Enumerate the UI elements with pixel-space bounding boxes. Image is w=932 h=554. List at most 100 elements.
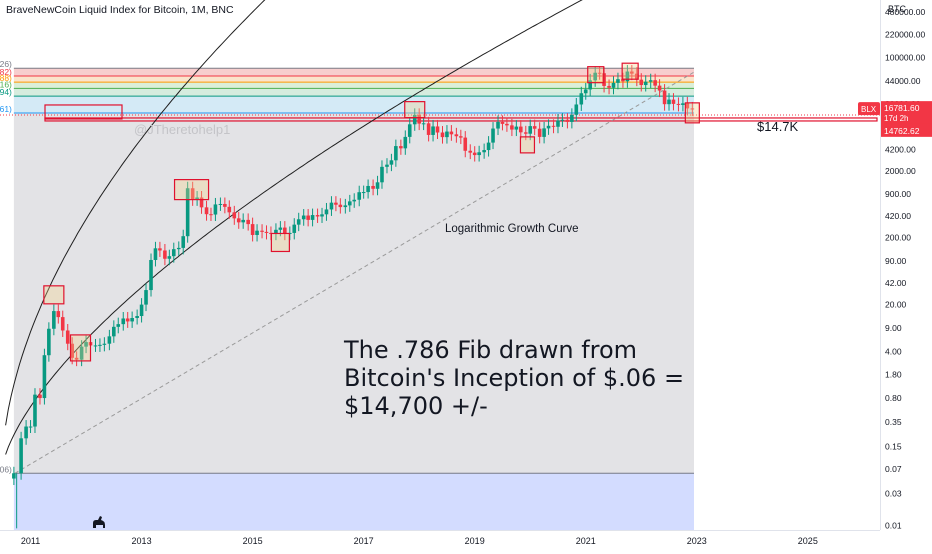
candle-body bbox=[630, 71, 634, 74]
candle-body bbox=[417, 114, 421, 124]
candle-body bbox=[343, 205, 348, 208]
candle-body bbox=[84, 342, 88, 347]
highlight-boxes-layer bbox=[43, 62, 700, 362]
fib-band bbox=[13, 76, 695, 83]
candle-body bbox=[449, 131, 454, 135]
candle-body bbox=[296, 219, 301, 225]
currency-label: BTC bbox=[888, 4, 906, 14]
time-tick-label: 2013 bbox=[132, 536, 152, 546]
fib-price-tag bbox=[881, 123, 932, 137]
highlight-box bbox=[69, 334, 92, 362]
current-price-value: 16781.60 bbox=[884, 103, 920, 113]
current-price-tag bbox=[881, 101, 932, 126]
price-symbol: BLX bbox=[861, 105, 877, 114]
candle-body bbox=[121, 318, 126, 325]
annotations-layer: Logarithmic Growth Curve $14.7K @JTheretoh… bbox=[134, 119, 799, 420]
candle-body bbox=[579, 93, 584, 105]
candle-body bbox=[371, 185, 375, 189]
price-tick-label: 4.00 bbox=[885, 346, 902, 356]
candle-body bbox=[158, 248, 162, 251]
fib-zone-0786-1 bbox=[13, 112, 695, 474]
candle-body bbox=[315, 215, 320, 217]
candle-body bbox=[310, 215, 315, 220]
time-tick-label: 2011 bbox=[21, 536, 40, 546]
fib-0786-label-box bbox=[44, 104, 123, 120]
candle-body bbox=[593, 72, 597, 81]
candle-body bbox=[65, 330, 70, 344]
candle-body bbox=[347, 201, 352, 206]
price-tick-label: 0.01 bbox=[885, 520, 902, 530]
candle-body bbox=[639, 79, 644, 86]
candle-body bbox=[250, 224, 255, 235]
price-tick-label: 20.00 bbox=[885, 300, 907, 310]
curve-label: Logarithmic Growth Curve bbox=[445, 223, 579, 235]
candle-body bbox=[472, 152, 477, 156]
candle-body bbox=[394, 146, 398, 161]
candle-body bbox=[135, 316, 139, 319]
headline-line: $14,700 +/- bbox=[344, 392, 488, 420]
fib-band bbox=[13, 68, 695, 77]
candle-body bbox=[546, 125, 551, 129]
candle-countdown: 17d 2h bbox=[884, 114, 908, 123]
candle-body bbox=[278, 227, 283, 230]
candle-body bbox=[505, 123, 509, 126]
candle-body bbox=[306, 215, 310, 220]
price-callout: $14.7K bbox=[757, 119, 799, 134]
candle-body bbox=[560, 119, 565, 121]
candle-body bbox=[635, 73, 639, 80]
candle-body bbox=[653, 80, 657, 86]
candle-body bbox=[412, 114, 417, 125]
candle-body bbox=[625, 71, 630, 82]
candle-body bbox=[144, 290, 148, 305]
candle-body bbox=[421, 123, 426, 125]
candle-body bbox=[12, 473, 16, 479]
fib-band bbox=[13, 82, 695, 89]
candle-body bbox=[685, 103, 690, 109]
candle-body bbox=[671, 99, 676, 104]
candle-body bbox=[320, 214, 324, 217]
candle-body bbox=[403, 136, 408, 149]
time-axis-border bbox=[0, 530, 880, 531]
candle-body bbox=[185, 188, 190, 237]
candle-body bbox=[56, 311, 61, 318]
candle-body bbox=[375, 182, 380, 189]
candle-body bbox=[28, 426, 33, 428]
candle-body bbox=[181, 236, 186, 248]
candle-body bbox=[125, 318, 130, 322]
candle-body bbox=[510, 125, 514, 130]
candle-body bbox=[190, 188, 195, 200]
candle-body bbox=[477, 152, 481, 156]
candle-body bbox=[407, 124, 412, 137]
upper-growth-curve bbox=[5, 0, 266, 426]
candle-body bbox=[681, 103, 685, 105]
price-tick-label: 220000.00 bbox=[885, 29, 925, 39]
background-layer bbox=[13, 112, 695, 530]
highlight-box bbox=[43, 285, 65, 305]
candle-body bbox=[690, 108, 695, 110]
candle-body bbox=[218, 203, 223, 205]
candle-body bbox=[70, 343, 74, 358]
candle-body bbox=[60, 317, 65, 331]
candle-body bbox=[209, 214, 213, 216]
candle-body bbox=[274, 229, 278, 234]
candle-body bbox=[223, 203, 227, 207]
symbol-title: BraveNewCoin Liquid Index for Bitcoin, 1… bbox=[6, 4, 234, 16]
candle-body bbox=[301, 215, 306, 220]
candle-body bbox=[426, 123, 431, 135]
price-tick-label: 0.35 bbox=[885, 417, 902, 427]
candle-body bbox=[255, 230, 259, 235]
headline-line: Bitcoin's Inception of $.06 = bbox=[344, 364, 684, 392]
candle-body bbox=[380, 166, 384, 183]
candle-body bbox=[496, 121, 500, 129]
highlight-box bbox=[587, 66, 605, 84]
tradingview-logo-icon[interactable] bbox=[90, 512, 110, 536]
fib-level-label: 1(0.06) bbox=[0, 464, 12, 474]
candle-body bbox=[482, 150, 486, 153]
candle-body bbox=[42, 355, 47, 399]
candle-body bbox=[227, 206, 232, 213]
candle-body bbox=[33, 394, 37, 427]
candle-body bbox=[112, 326, 116, 337]
fib-level-label: 0.5(34361.16) bbox=[0, 79, 12, 89]
